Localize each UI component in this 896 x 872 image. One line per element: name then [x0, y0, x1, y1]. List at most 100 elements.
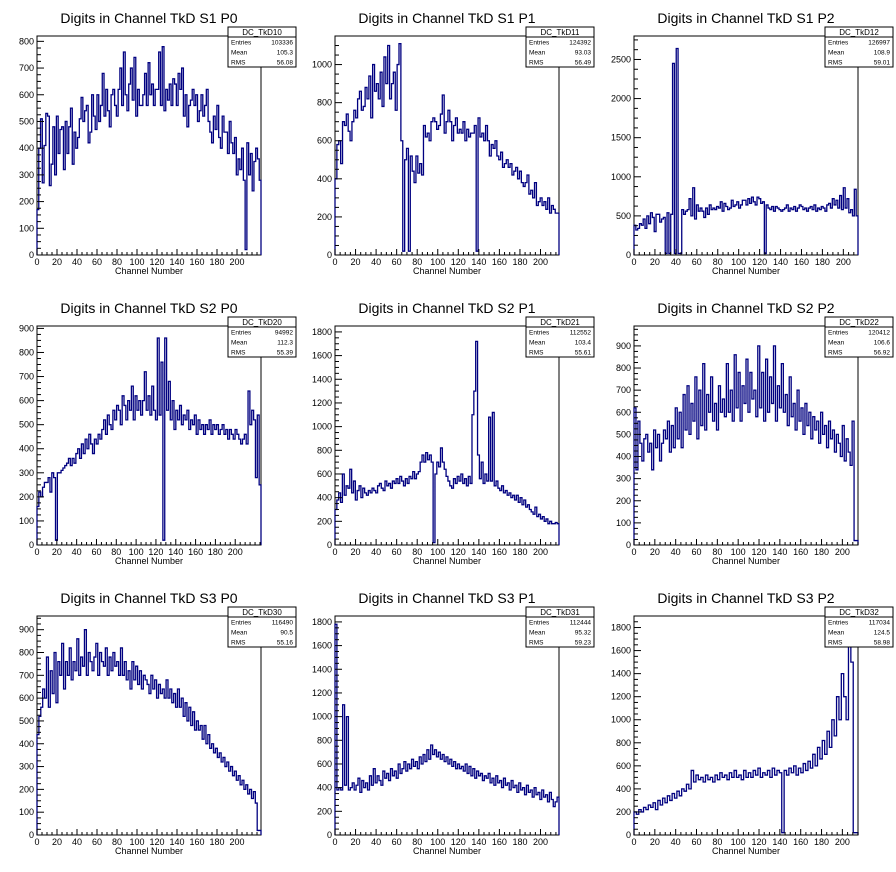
y-tick-label: 500: [616, 211, 631, 221]
y-tick-label: 800: [616, 363, 631, 373]
stats-entries-value: 112552: [570, 330, 592, 337]
chart-panel: Digits in Channel TkD S2 P2 0 20 40 60 80 100 1…: [616, 300, 894, 566]
x-tick-label: 140: [772, 547, 787, 557]
chart-title: Digits in Channel TkD S2 P0: [60, 300, 237, 316]
stats-mean-label: Mean: [828, 50, 845, 57]
x-tick-label: 140: [773, 257, 788, 267]
stats-box-frame: [525, 316, 595, 358]
y-tick-label: 1600: [312, 351, 332, 361]
x-axis-label: Channel Number: [712, 556, 780, 566]
y-tick-label: 200: [19, 197, 34, 207]
x-tick-label: 140: [471, 837, 486, 847]
stats-rms-value: 55.16: [277, 640, 294, 647]
y-tick-label: 1600: [312, 641, 332, 651]
chart-title: Digits in Channel TkD S2 P1: [358, 300, 535, 316]
y-tick-label: 400: [19, 739, 34, 749]
x-tick-label: 40: [72, 837, 82, 847]
x-axis-label: Channel Number: [115, 846, 183, 856]
x-tick-label: 100: [430, 547, 445, 557]
stats-rms-label: RMS: [529, 60, 544, 67]
stats-name: DC_TkD11: [541, 28, 581, 37]
x-tick-label: 120: [451, 547, 466, 557]
x-tick-label: 80: [111, 547, 121, 557]
x-tick-label: 120: [149, 837, 164, 847]
x-tick-label: 100: [430, 257, 445, 267]
y-tick-label: 900: [19, 625, 34, 635]
x-tick-label: 200: [533, 837, 548, 847]
y-tick-label: 0: [327, 250, 332, 260]
x-tick-label: 40: [671, 837, 681, 847]
y-tick-label: 0: [327, 540, 332, 550]
x-tick-label: 0: [34, 547, 39, 557]
stats-rms-label: RMS: [529, 350, 544, 357]
y-tick-label: 1400: [312, 664, 332, 674]
chart-panel: Digits in Channel TkD S3 P2 0 20 40 60 80 100 1…: [611, 590, 894, 856]
x-tick-label: 120: [148, 547, 163, 557]
x-tick-label: 40: [371, 547, 381, 557]
x-tick-label: 140: [169, 837, 184, 847]
x-tick-label: 40: [371, 837, 381, 847]
y-tick-label: 400: [317, 783, 332, 793]
y-tick-label: 0: [29, 250, 34, 260]
x-tick-label: 100: [129, 257, 144, 267]
stats-mean-value: 93.03: [575, 50, 592, 57]
stats-entries-label: Entries: [828, 40, 849, 47]
x-tick-label: 120: [752, 257, 767, 267]
x-tick-label: 200: [533, 257, 548, 267]
x-tick-label: 100: [731, 837, 746, 847]
y-tick-label: 600: [317, 136, 332, 146]
x-tick-label: 0: [332, 547, 337, 557]
stats-mean-value: 103.4: [575, 340, 592, 347]
y-tick-label: 1000: [312, 60, 332, 70]
x-tick-label: 100: [129, 547, 144, 557]
y-tick-label: 0: [626, 830, 631, 840]
stats-name: DC_TkD20: [242, 318, 282, 327]
y-tick-label: 500: [19, 420, 34, 430]
x-tick-label: 60: [392, 257, 402, 267]
x-axis-label: Channel Number: [115, 556, 183, 566]
plot-frame: [36, 325, 262, 546]
y-tick-label: 800: [19, 36, 34, 46]
plot-frame: [36, 35, 262, 256]
stats-rms-value: 56.08: [277, 60, 294, 67]
stats-entries-value: 103336: [271, 40, 293, 47]
stats-mean-label: Mean: [231, 340, 248, 347]
stats-mean-value: 106.6: [874, 340, 891, 347]
stats-mean-label: Mean: [828, 340, 845, 347]
stats-rms-label: RMS: [529, 640, 544, 647]
chart-panel: Digits in Channel TkD S1 P0 0 20 40 60 80 100 1…: [19, 10, 297, 276]
stats-rms-value: 56.49: [575, 60, 592, 67]
x-axis-label: Channel Number: [413, 846, 481, 856]
stats-mean-value: 108.9: [874, 50, 891, 57]
stats-entries-label: Entries: [231, 620, 252, 627]
y-tick-label: 700: [19, 63, 34, 73]
x-tick-label: 40: [72, 547, 82, 557]
x-tick-label: 180: [209, 257, 224, 267]
x-tick-label: 20: [52, 547, 62, 557]
y-tick-label: 1200: [312, 398, 332, 408]
x-tick-label: 0: [332, 837, 337, 847]
x-tick-label: 180: [209, 837, 224, 847]
x-tick-label: 60: [92, 257, 102, 267]
stats-mean-label: Mean: [828, 630, 845, 637]
stats-entries-value: 116490: [272, 620, 294, 627]
plot-frame: [334, 615, 560, 836]
x-tick-label: 40: [72, 257, 82, 267]
stats-entries-label: Entries: [828, 620, 849, 627]
y-tick-label: 100: [19, 807, 34, 817]
y-tick-label: 300: [19, 170, 34, 180]
plot-frame: [633, 35, 859, 256]
y-tick-label: 600: [19, 396, 34, 406]
x-tick-label: 80: [412, 257, 422, 267]
y-tick-label: 900: [616, 341, 631, 351]
stats-box-frame: [824, 316, 894, 358]
x-tick-label: 0: [332, 257, 337, 267]
stats-box: DC_TkD12 Entries 126997 Mean 108.9 RMS 59.01: [824, 26, 894, 68]
chart-panel: Digits in Channel TkD S2 P0 0 20 40 60 80 100 1…: [19, 300, 297, 566]
y-tick-label: 800: [317, 735, 332, 745]
x-tick-label: 200: [229, 257, 244, 267]
x-tick-label: 80: [712, 547, 722, 557]
stats-entries-value: 120412: [868, 330, 890, 337]
x-tick-label: 60: [692, 837, 702, 847]
stats-box-frame: [824, 26, 894, 68]
